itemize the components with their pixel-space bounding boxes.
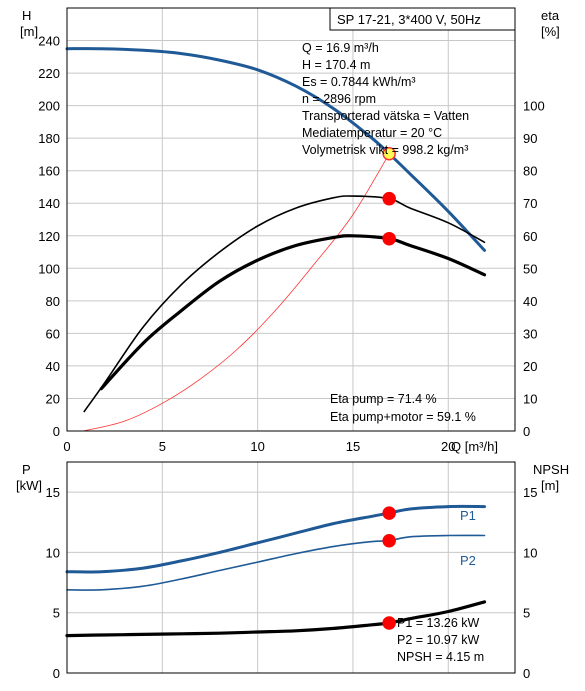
top-y-right-tick-label: 100 [523,99,545,114]
top-y-left-tick-label: 120 [38,229,60,244]
marker-duty-P1 [382,506,396,520]
p1-legend-label: P1 [460,508,476,523]
top-y-left-tick-label: 200 [38,99,60,114]
bottom-ylabel-left-line2: [kW] [16,478,42,493]
top-y-left-tick-label: 60 [46,326,60,341]
top-y-left-tick-label: 140 [38,196,60,211]
top-y-left-tick-label: 100 [38,261,60,276]
bot-y-right-tick-label: 15 [523,485,537,500]
p1-value-text: P1 = 13.26 kW [397,616,480,630]
top-y-right-tick-label: 50 [523,261,537,276]
top-y-right-tick-label: 60 [523,229,537,244]
chart-header: SP 17-21, 3*400 V, 50Hz [337,12,481,27]
eta-total-text: Eta pump+motor = 59.1 % [330,410,476,424]
top-y-left-tick-label: 40 [46,359,60,374]
bottom-markers [382,506,396,630]
bottom-grid [67,462,515,673]
top-y-left-tick-label: 80 [46,294,60,309]
bottom-ylabel-right-line2: [m] [541,478,559,493]
info-n: n = 2896 rpm [302,92,376,106]
top-y-left-tick-label: 160 [38,164,60,179]
top-y-left-tick-label: 220 [38,66,60,81]
marker-duty-P2 [382,533,396,548]
top-ylabel-left-line2: [m] [20,24,38,39]
bot-y-left-tick-label: 15 [46,485,60,500]
top-y-left-tick-label: 180 [38,131,60,146]
top-grid [67,8,515,431]
top-ylabel-right-line1: eta [541,8,560,23]
info-h: H = 170.4 m [302,58,370,72]
top-y-right-tick-label: 40 [523,294,537,309]
x-tick-label: 5 [159,439,166,454]
marker-duty-head [382,147,396,161]
series-line-P1 [65,504,486,574]
series-line-P2 [66,534,486,591]
top-y-right-tick-label: 80 [523,164,537,179]
series-line-eta-pump [83,195,486,413]
info-q: Q = 16.9 m³/h [302,41,379,55]
bot-y-right-tick-label: 10 [523,545,537,560]
top-ticks: 0 5 10 15 2002040608010012014016018020022024… [38,34,544,454]
series-line-system-curve [83,153,390,432]
marker-duty-eta-pump [382,191,396,206]
bottom-plot-frame [66,461,516,674]
x-tick-label: 0 [63,439,70,454]
info-block: Q = 16.9 m³/h H = 170.4 m Es = 0.7844 kW… [302,41,469,157]
top-y-right-tick-label: 20 [523,359,537,374]
x-tick-label: 20 [441,439,455,454]
bot-y-right-tick-label: 5 [523,606,530,621]
x-tick-label: 10 [250,439,264,454]
bot-y-left-tick-label: 10 [46,545,60,560]
bottom-ylabel-right-line1: NPSH [533,462,569,477]
bottom-series [65,504,487,638]
top-series [65,47,487,432]
info-fluid: Transporterad vätska = Vatten [302,109,469,123]
bot-y-right-tick-label: 0 [523,666,530,681]
series-line-NPSH [65,600,487,638]
top-y-left-tick-label: 240 [38,34,60,49]
series-line-eta-pump-motor [99,234,487,391]
bot-y-left-tick-label: 0 [53,666,60,681]
info-es: Es = 0.7844 kWh/m³ [302,75,416,89]
top-y-left-tick-label: 0 [53,424,60,439]
top-y-left-tick-label: 20 [46,391,60,406]
marker-duty-eta-total [382,231,396,246]
top-plot-frame [66,7,516,432]
top-y-right-tick-label: 70 [523,196,537,211]
p2-legend-label: P2 [460,553,476,568]
top-y-right-tick-label: 90 [523,131,537,146]
series-line-head [65,47,486,252]
marker-duty-NPSH [382,616,396,630]
bottom-ticks: 0 5 10 15 0 5 10 15 [46,485,538,681]
info-density: Volymetrisk vikt = 998.2 kg/m³ [302,143,468,157]
top-y-right-tick-label: 10 [523,391,537,406]
p2-value-text: P2 = 10.97 kW [397,633,480,647]
top-y-right-tick-label: 30 [523,326,537,341]
eta-pump-text: Eta pump = 71.4 % [330,392,437,406]
x-tick-label: 15 [346,439,360,454]
bot-y-left-tick-label: 5 [53,606,60,621]
top-y-right-tick-label: 0 [523,424,530,439]
top-xlabel: Q [m³/h] [451,439,498,454]
info-temperature: Mediatemperatur = 20 °C [302,126,442,140]
top-ylabel-left-line1: H [22,8,31,23]
bottom-ylabel-left-line1: P [22,462,31,477]
top-ylabel-right-line2: [%] [541,24,560,39]
npsh-value-text: NPSH = 4.15 m [397,650,484,664]
header-box [329,7,516,31]
top-markers [382,147,396,246]
